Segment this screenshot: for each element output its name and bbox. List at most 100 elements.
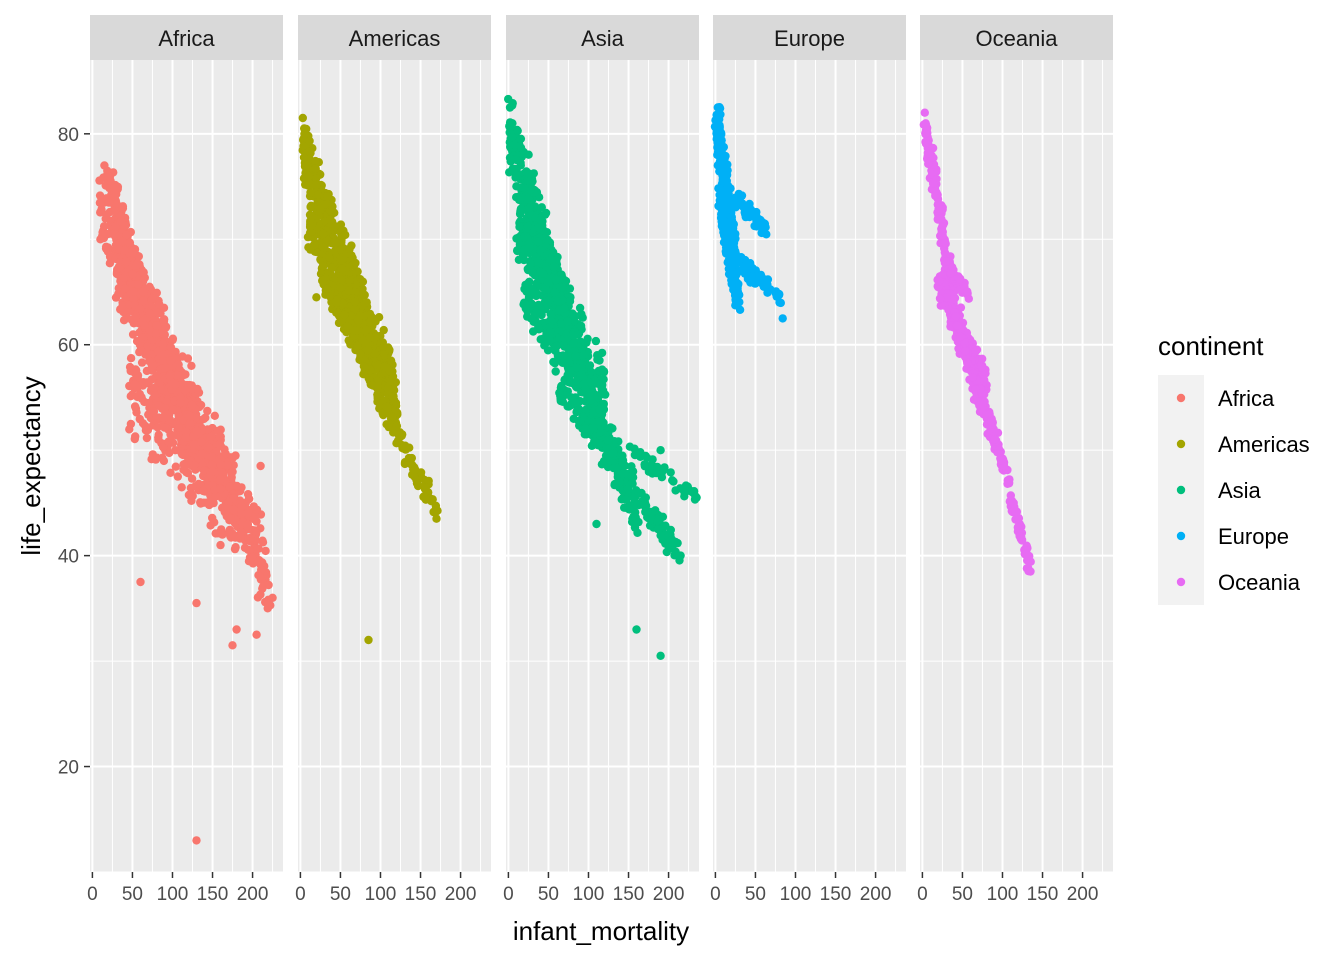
- data-point: [138, 287, 148, 296]
- legend-label: Americas: [1218, 432, 1310, 457]
- data-point: [515, 222, 524, 232]
- data-point: [261, 546, 270, 556]
- data-point: [133, 373, 142, 382]
- data-point: [199, 414, 209, 424]
- data-point: [532, 308, 541, 317]
- data-point: [132, 366, 141, 375]
- data-point: [595, 405, 604, 414]
- data-point: [733, 299, 742, 308]
- data-point: [505, 103, 515, 112]
- data-point: [144, 398, 153, 408]
- data-point: [315, 204, 325, 213]
- data-point: [421, 483, 430, 492]
- data-point: [325, 253, 334, 262]
- data-point: [637, 488, 646, 498]
- data-point: [1014, 514, 1024, 523]
- data-point: [154, 401, 163, 410]
- data-point: [938, 270, 947, 280]
- data-point: [566, 378, 575, 387]
- data-point: [996, 456, 1006, 465]
- data-point: [942, 293, 951, 302]
- data-point: [558, 283, 567, 292]
- data-point: [373, 390, 382, 399]
- data-point: [656, 651, 665, 660]
- facet-strip: [298, 15, 491, 60]
- data-point: [746, 259, 755, 268]
- data-point: [411, 465, 420, 474]
- data-point: [751, 210, 761, 219]
- data-point: [504, 94, 513, 104]
- data-point: [515, 195, 524, 205]
- data-point: [310, 240, 319, 249]
- data-point: [778, 314, 787, 323]
- x-tick-label: 50: [122, 884, 143, 905]
- data-point: [432, 514, 441, 523]
- data-point: [305, 210, 315, 219]
- data-point: [609, 464, 618, 473]
- data-point: [135, 389, 144, 399]
- data-point: [228, 453, 237, 462]
- data-point: [176, 398, 185, 408]
- data-point: [180, 386, 190, 395]
- data-point: [158, 442, 168, 452]
- data-point: [319, 229, 328, 238]
- data-point: [306, 188, 315, 197]
- data-point: [173, 472, 182, 481]
- data-point: [525, 203, 534, 213]
- data-point: [533, 237, 543, 246]
- data-point: [1026, 567, 1035, 576]
- data-point: [571, 351, 580, 361]
- data-point: [100, 161, 109, 170]
- data-point: [727, 261, 737, 270]
- data-point: [558, 358, 567, 367]
- data-point: [539, 269, 548, 278]
- legend-label: Europe: [1218, 524, 1289, 549]
- x-tick-label: 50: [745, 884, 766, 905]
- data-point: [925, 149, 934, 158]
- data-point: [129, 294, 138, 303]
- data-point: [192, 598, 201, 608]
- legend-key-dot: [1176, 577, 1186, 587]
- data-point: [179, 465, 188, 474]
- data-point: [601, 390, 610, 399]
- y-tick-label: 20: [58, 758, 79, 779]
- data-point: [121, 284, 130, 293]
- data-point: [556, 383, 566, 392]
- data-point: [199, 466, 209, 475]
- facet-strip: [713, 15, 906, 60]
- data-point: [312, 180, 321, 190]
- data-point: [343, 322, 352, 331]
- data-point: [237, 502, 246, 511]
- data-point: [666, 468, 675, 477]
- data-point: [987, 417, 996, 426]
- data-point: [161, 363, 170, 373]
- data-point: [549, 262, 559, 272]
- data-point: [96, 235, 105, 244]
- data-point: [351, 258, 360, 268]
- data-point: [516, 183, 525, 192]
- data-points-oceania: [919, 108, 1035, 576]
- data-point: [325, 215, 335, 225]
- data-point: [305, 136, 314, 146]
- data-points-africa: [95, 161, 277, 845]
- data-point: [126, 354, 136, 363]
- data-point: [166, 356, 175, 365]
- facet-strip-label: Asia: [581, 26, 625, 51]
- data-point: [526, 259, 535, 268]
- data-point: [325, 292, 335, 301]
- data-point: [142, 378, 151, 387]
- data-point: [193, 384, 202, 394]
- facet-strip-label: Africa: [158, 26, 215, 51]
- data-point: [591, 336, 601, 346]
- data-point: [733, 284, 742, 293]
- data-point: [160, 423, 169, 432]
- data-point: [159, 456, 169, 466]
- data-point: [338, 299, 348, 308]
- data-point: [581, 424, 590, 433]
- data-point: [192, 836, 201, 845]
- data-point: [382, 402, 391, 411]
- data-point: [933, 215, 942, 224]
